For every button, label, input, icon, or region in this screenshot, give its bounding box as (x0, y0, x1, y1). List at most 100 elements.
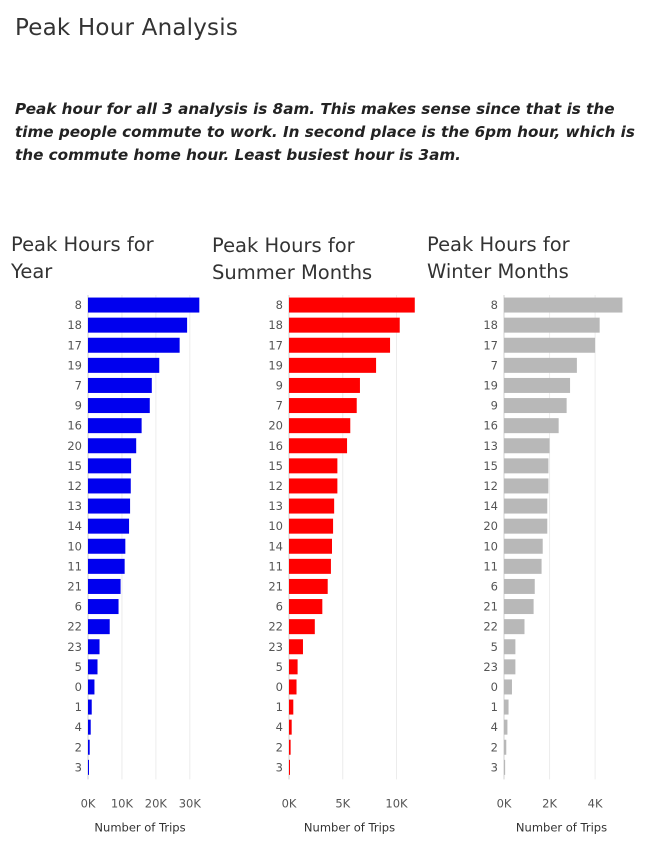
year-x-tick-label: 10K (111, 796, 134, 810)
summer-hour-label: 19 (268, 358, 283, 372)
year-bar (88, 659, 98, 675)
year-hour-label: 12 (67, 479, 82, 493)
summer-hour-label: 8 (276, 298, 283, 312)
year-bar (88, 679, 95, 695)
year-bar (88, 398, 150, 414)
winter-x-tick-label: 2K (542, 796, 557, 810)
summer-hour-label: 23 (268, 640, 283, 654)
chart-title-winter-line1: Peak Hours for (427, 233, 570, 256)
winter-bar (504, 398, 567, 414)
analysis-description: Peak hour for all 3 analysis is 8am. Thi… (15, 100, 635, 164)
year-bar (88, 337, 180, 353)
winter-hour-label: 22 (483, 620, 498, 634)
summer-bar (289, 317, 400, 333)
winter-hour-label: 7 (491, 358, 498, 372)
year-x-axis-title: Number of Trips (94, 820, 185, 834)
summer-hour-label: 11 (268, 559, 283, 573)
summer-bar (289, 398, 357, 414)
summer-bar (289, 518, 334, 534)
year-bar (88, 498, 131, 514)
chart-title-summer-line2: Summer Months (212, 261, 373, 284)
winter-hour-label: 14 (483, 499, 498, 513)
year-hour-label: 7 (75, 378, 82, 392)
year-bar (88, 438, 137, 454)
year-hour-label: 6 (75, 600, 82, 614)
winter-bar (504, 739, 507, 755)
summer-bar (289, 418, 351, 434)
summer-bar (289, 639, 303, 655)
summer-x-tick-label: 10K (385, 796, 408, 810)
year-bar (88, 478, 131, 494)
winter-hour-label: 17 (483, 338, 498, 352)
year-hour-label: 10 (67, 539, 82, 553)
summer-bar (289, 578, 328, 594)
winter-bar (504, 619, 525, 635)
summer-bar (289, 679, 297, 695)
summer-hour-label: 7 (276, 399, 283, 413)
year-hour-label: 16 (67, 419, 82, 433)
summer-hour-label: 15 (268, 459, 283, 473)
year-hour-label: 2 (75, 740, 82, 754)
year-hour-label: 5 (75, 660, 82, 674)
summer-bar (289, 337, 391, 353)
summer-x-tick-label: 5K (335, 796, 350, 810)
chart-title-winter: Peak Hours for Winter Months (427, 231, 570, 285)
winter-bar (504, 639, 516, 655)
summer-bar (289, 538, 332, 554)
summer-hour-label: 9 (276, 378, 283, 392)
summer-hour-label: 10 (268, 519, 283, 533)
winter-hour-label: 13 (483, 439, 498, 453)
winter-bar (504, 578, 535, 594)
year-bar (88, 739, 90, 755)
year-bar (88, 599, 119, 615)
year-hour-label: 15 (67, 459, 82, 473)
year-hour-label: 8 (75, 298, 82, 312)
winter-hour-label: 21 (483, 600, 498, 614)
summer-hour-label: 18 (268, 318, 283, 332)
chart-title-year-line1: Peak Hours for (11, 233, 154, 256)
year-bar (88, 538, 126, 554)
year-x-tick-label: 20K (145, 796, 168, 810)
summer-bar (289, 478, 338, 494)
winter-bar (504, 438, 550, 454)
page-title: Peak Hour Analysis (15, 15, 238, 41)
winter-bar (504, 377, 571, 393)
winter-hour-label: 10 (483, 539, 498, 553)
winter-hour-label: 8 (491, 298, 498, 312)
summer-hour-label: 21 (268, 579, 283, 593)
winter-hour-label: 15 (483, 459, 498, 473)
chart-title-summer: Peak Hours for Summer Months (212, 232, 372, 286)
year-hour-label: 21 (67, 579, 82, 593)
year-bar (88, 377, 152, 393)
winter-hour-label: 0 (491, 680, 498, 694)
winter-hour-label: 3 (491, 760, 498, 774)
chart-title-summer-line1: Peak Hours for (212, 234, 355, 257)
winter-bar (504, 659, 516, 675)
summer-bar (289, 719, 292, 735)
summer-bar (289, 297, 415, 313)
winter-bar (504, 518, 548, 534)
summer-hour-label: 13 (268, 499, 283, 513)
winter-bar (504, 699, 509, 715)
year-bar (88, 418, 142, 434)
year-bar (88, 759, 89, 775)
winter-hour-label: 5 (491, 640, 498, 654)
winter-hour-label: 18 (483, 318, 498, 332)
summer-hour-label: 4 (276, 720, 283, 734)
year-bar (88, 317, 188, 333)
summer-bar (289, 458, 338, 474)
year-x-tick-label: 30K (179, 796, 202, 810)
winter-bar (504, 538, 543, 554)
winter-bar (504, 719, 508, 735)
year-hour-label: 11 (67, 559, 82, 573)
winter-x-tick-label: 4K (588, 796, 603, 810)
winter-bar (504, 478, 549, 494)
year-hour-label: 18 (67, 318, 82, 332)
summer-hour-label: 5 (276, 660, 283, 674)
winter-bar (504, 357, 577, 373)
summer-x-axis-title: Number of Trips (304, 820, 395, 834)
summer-bar (289, 619, 315, 635)
summer-bar (289, 558, 331, 574)
